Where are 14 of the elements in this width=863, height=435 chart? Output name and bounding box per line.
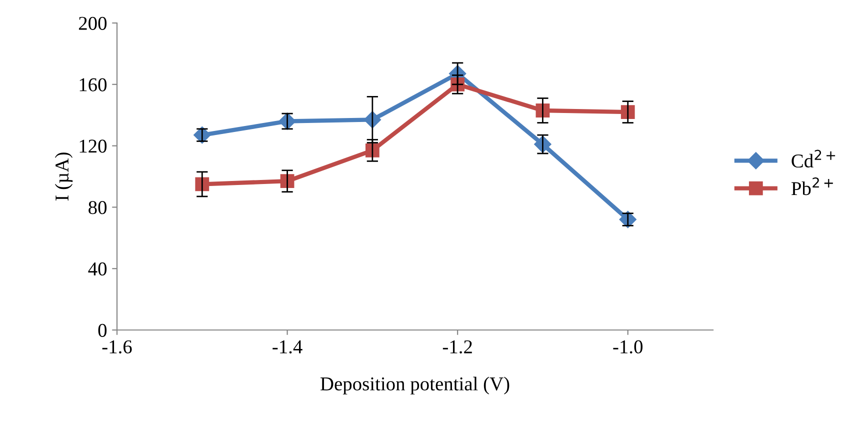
y-tick-label: 80 bbox=[88, 201, 107, 214]
y-tick-label: 40 bbox=[88, 262, 107, 276]
legend-label: Pb$^{2+}$ bbox=[791, 177, 833, 196]
legend-label: Cd$^{2+}$ bbox=[792, 150, 836, 168]
y-axis-title: I (µA) bbox=[54, 152, 73, 201]
y-tick-label: 0 bbox=[98, 324, 107, 337]
y-tick-label: 200 bbox=[78, 16, 107, 30]
x-tick-label: -1.6 bbox=[102, 340, 132, 354]
x-tick-label: -1.4 bbox=[272, 340, 302, 354]
y-tick-label: 160 bbox=[80, 78, 107, 92]
x-tick-label: -1.2 bbox=[442, 340, 472, 354]
x-axis-title: Deposition potential (V) bbox=[320, 376, 510, 394]
x-tick-label: -1.0 bbox=[613, 340, 643, 354]
y-tick-label: 120 bbox=[80, 140, 107, 153]
